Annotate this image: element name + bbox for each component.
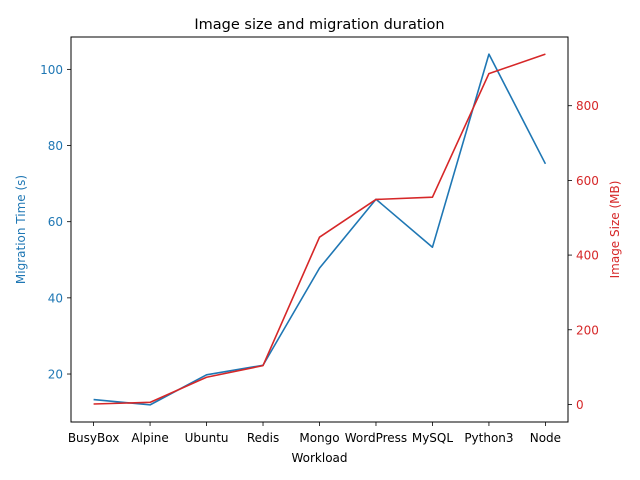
y-right-tick-label: 200	[576, 323, 599, 337]
plot-frame	[70, 36, 569, 423]
x-tick-label: Mongo	[299, 431, 339, 445]
series-line-right	[93, 53, 546, 405]
x-axis-label: Workload	[291, 451, 347, 465]
x-tick-label: Alpine	[131, 431, 168, 445]
y-right-tick-label: 0	[576, 398, 584, 412]
y-right-axis-label: Image Size (MB)	[608, 181, 622, 279]
y-left-axis-label: Migration Time (s)	[14, 175, 28, 284]
y-left-tick-label: 20	[48, 368, 63, 382]
y-left-tick-label: 60	[48, 215, 63, 229]
x-tick-label: Ubuntu	[185, 431, 229, 445]
x-tick-label: WordPress	[345, 431, 407, 445]
y-right-tick-label: 400	[576, 249, 599, 263]
y-right-tick-label: 800	[576, 99, 599, 113]
y-right-tick-label: 600	[576, 174, 599, 188]
x-tick-label: MySQL	[412, 431, 454, 445]
x-tick-label: BusyBox	[68, 431, 120, 445]
chart-title: Image size and migration duration	[194, 17, 444, 33]
y-left-tick-label: 80	[48, 139, 63, 153]
y-left-tick-label: 100	[40, 63, 63, 77]
x-tick-label: Node	[530, 431, 561, 445]
y-left-tick-label: 40	[48, 291, 63, 305]
x-tick-label: Python3	[464, 431, 513, 445]
x-tick-label: Redis	[247, 431, 279, 445]
